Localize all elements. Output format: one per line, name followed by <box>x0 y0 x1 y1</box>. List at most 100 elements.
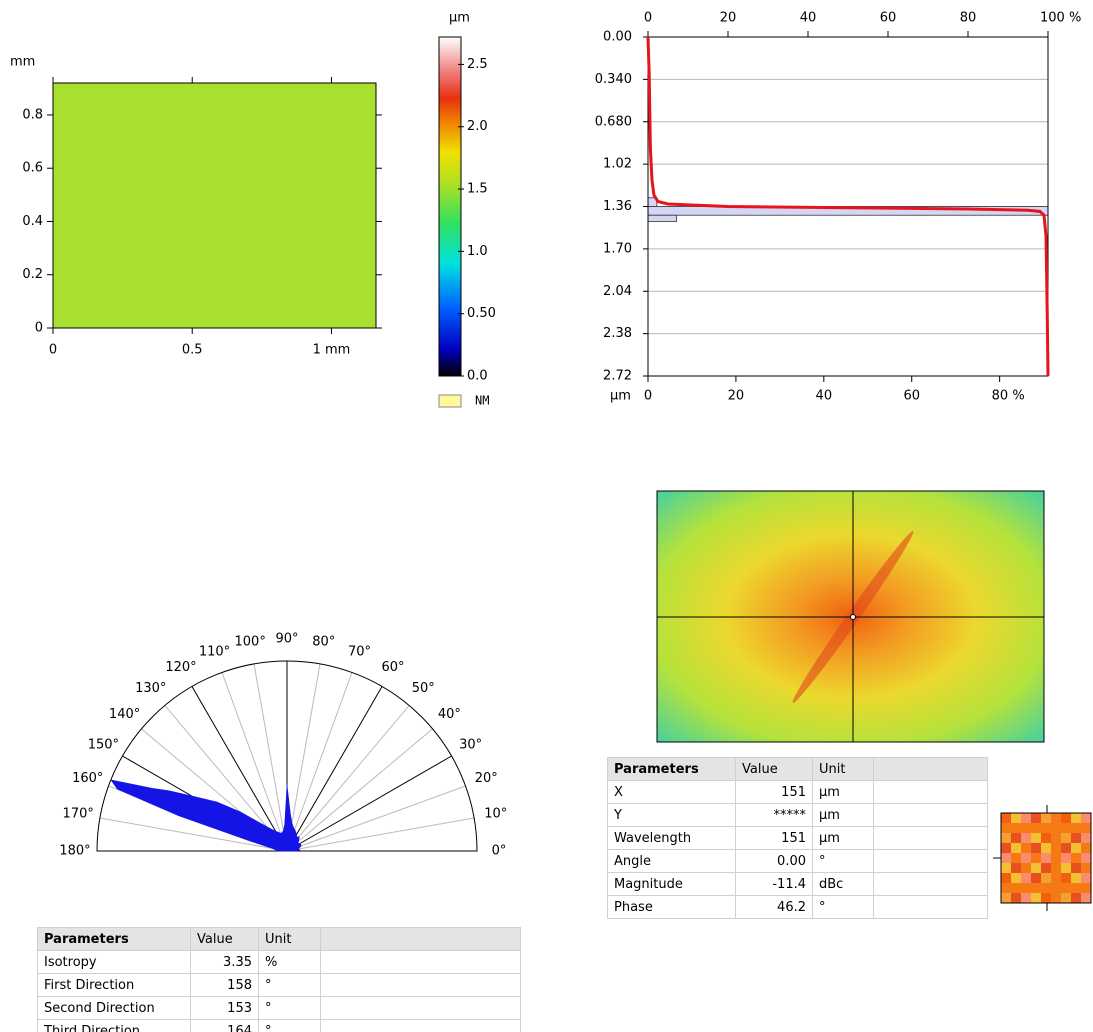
table-row: Third Direction164° <box>38 1020 521 1032</box>
table-cell <box>874 850 988 873</box>
patch-cell <box>1041 873 1051 883</box>
table-cell: Parameters <box>38 928 191 951</box>
patch-cell <box>1061 823 1071 833</box>
patch-cell <box>1001 863 1011 873</box>
patch-cell <box>1071 813 1081 823</box>
patch-cell <box>1081 883 1091 893</box>
colorbar-tick-label: 0.50 <box>467 306 496 321</box>
patch-cell <box>1021 823 1031 833</box>
patch-cell <box>1011 843 1021 853</box>
patch-cell <box>1081 813 1091 823</box>
height-map <box>53 83 376 328</box>
patch-cell <box>1011 863 1021 873</box>
patch-cell <box>1061 853 1071 863</box>
table-row: First Direction158° <box>38 974 521 997</box>
y-tick-label: 0.2 <box>22 267 43 282</box>
table-cell <box>874 873 988 896</box>
angle-label: 130° <box>135 681 166 696</box>
table-cell <box>321 1020 521 1032</box>
patch-cell <box>1071 883 1081 893</box>
patch-cell <box>1021 833 1031 843</box>
table-cell <box>874 758 988 781</box>
table-cell: µm <box>813 804 874 827</box>
table-cell <box>321 951 521 974</box>
patch-cell <box>1081 853 1091 863</box>
table-cell: ***** <box>736 804 813 827</box>
angle-label: 140° <box>109 707 140 722</box>
patch-cell <box>1011 833 1021 843</box>
angle-label: 60° <box>381 660 404 675</box>
y-tick-label: 0.340 <box>595 72 632 87</box>
patch-cell <box>1071 823 1081 833</box>
patch-cell <box>1081 893 1091 903</box>
patch-cell <box>1041 813 1051 823</box>
patch-cell <box>1021 873 1031 883</box>
colorbar-tick-label: 2.5 <box>467 57 488 72</box>
patch-cell <box>1041 843 1051 853</box>
x-tick-label: 0 <box>49 343 57 358</box>
y-tick-label: 0 <box>35 321 43 336</box>
patch-cell <box>1001 833 1011 843</box>
patch-cell <box>1081 823 1091 833</box>
patch-cell <box>1021 813 1031 823</box>
angle-label: 50° <box>412 681 435 696</box>
patch-cell <box>1041 823 1051 833</box>
table-cell: 0.00 <box>736 850 813 873</box>
patch-cell <box>1061 843 1071 853</box>
patch-cell <box>1051 863 1061 873</box>
patch-cell <box>1061 893 1071 903</box>
angle-label: 170° <box>63 807 94 822</box>
x2-tick-label: 20 <box>728 389 745 404</box>
patch-cell <box>1071 833 1081 843</box>
table-cell: ° <box>813 850 874 873</box>
table-cell <box>874 827 988 850</box>
patch-cell <box>1051 873 1061 883</box>
patch-cell <box>1001 843 1011 853</box>
patch-cell <box>1081 873 1091 883</box>
table-cell: ° <box>813 896 874 919</box>
x-tick-label: 100 % <box>1040 11 1081 26</box>
patch-cell <box>1061 873 1071 883</box>
patch-cell <box>1051 893 1061 903</box>
colorbar-tick-label: 2.0 <box>467 119 488 134</box>
table-cell: dBc <box>813 873 874 896</box>
table-cell: Angle <box>608 850 736 873</box>
table-cell: Unit <box>813 758 874 781</box>
table-cell: -11.4 <box>736 873 813 896</box>
patch-cell <box>1001 893 1011 903</box>
table-cell: Isotropy <box>38 951 191 974</box>
parameter-table: ParametersValueUnitX151µmY*****µmWavelen… <box>607 757 988 919</box>
patch-cell <box>1001 823 1011 833</box>
patch-cell <box>1001 873 1011 883</box>
angle-label: 10° <box>484 807 507 822</box>
patch-cell <box>1031 843 1041 853</box>
patch-cell <box>1031 893 1041 903</box>
patch-cell <box>1031 813 1041 823</box>
patch-cell <box>1061 813 1071 823</box>
patch-cell <box>1031 853 1041 863</box>
angle-label: 40° <box>438 707 461 722</box>
y-tick-label: 1.36 <box>603 199 632 214</box>
patch-cell <box>1041 853 1051 863</box>
x-tick-label: 20 <box>720 11 737 26</box>
patch-cell <box>1001 883 1011 893</box>
table-cell: µm <box>813 827 874 850</box>
y-unit: mm <box>10 55 35 70</box>
table-cell: µm <box>813 781 874 804</box>
angle-label: 90° <box>275 632 298 647</box>
angle-label: 100° <box>235 635 266 650</box>
x2-tick-label: 80 % <box>992 389 1025 404</box>
direction-rose <box>111 780 301 851</box>
patch-cell <box>1081 843 1091 853</box>
histogram-bar <box>648 215 677 221</box>
patch-cell <box>1071 893 1081 903</box>
y-tick-label: 0.8 <box>22 107 43 122</box>
x2-tick-label: 40 <box>816 389 833 404</box>
colorbar-tick-label: 0.0 <box>467 369 488 384</box>
patch-cell <box>1011 813 1021 823</box>
table-cell: Value <box>191 928 259 951</box>
